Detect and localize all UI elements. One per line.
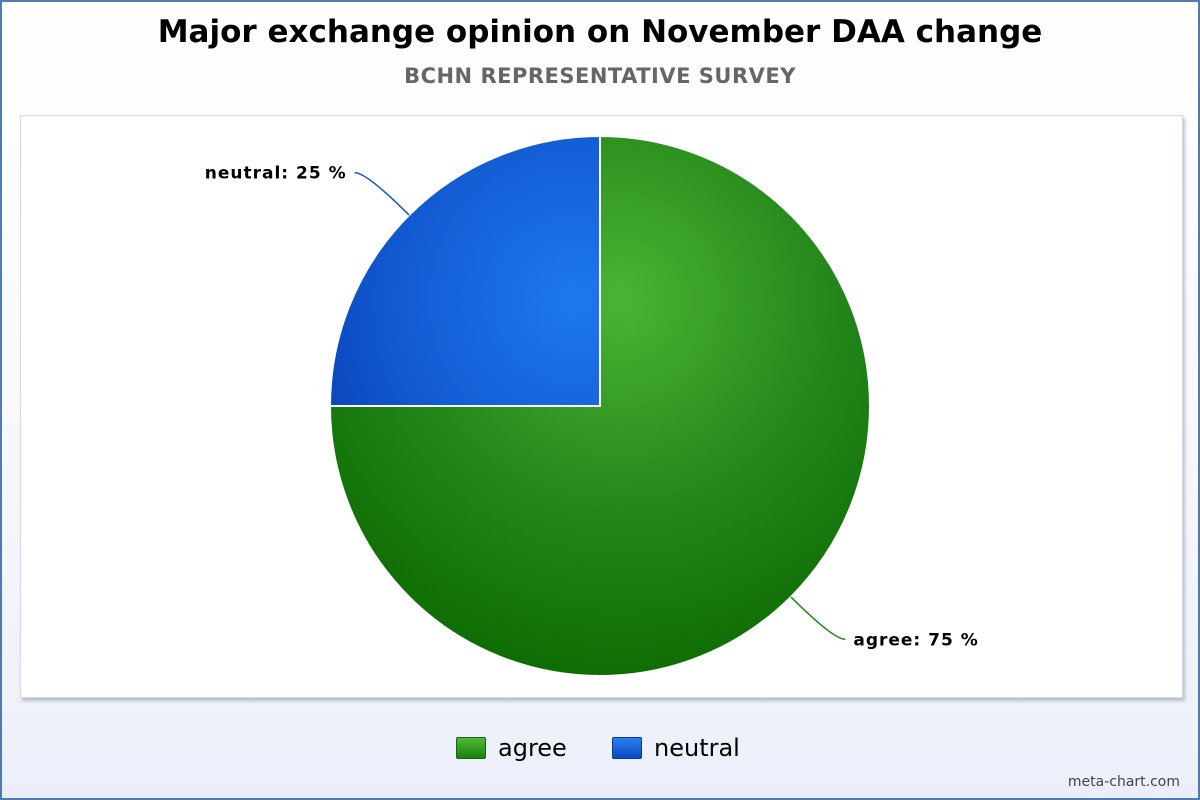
legend-label-neutral: neutral: [654, 734, 740, 762]
data-label-neutral: neutral: 25 %: [205, 164, 347, 184]
credit-text: meta-chart.com: [1067, 774, 1180, 790]
leader-line-agree: [790, 596, 846, 641]
legend-item-agree[interactable]: agree: [456, 730, 567, 766]
legend: agree neutral: [0, 730, 1200, 766]
leader-line-neutral: [354, 171, 410, 216]
legend-swatch-neutral: [612, 737, 642, 759]
legend-label-agree: agree: [498, 734, 567, 762]
chart-title: Major exchange opinion on November DAA c…: [157, 14, 1043, 50]
legend-swatch-agree: [456, 737, 486, 759]
chart-subtitle: BCHN REPRESENTATIVE SURVEY: [404, 64, 796, 88]
pie-slice-neutral[interactable]: [328, 134, 601, 407]
legend-item-neutral[interactable]: neutral: [612, 730, 740, 766]
data-label-agree: agree: 75 %: [853, 630, 978, 650]
